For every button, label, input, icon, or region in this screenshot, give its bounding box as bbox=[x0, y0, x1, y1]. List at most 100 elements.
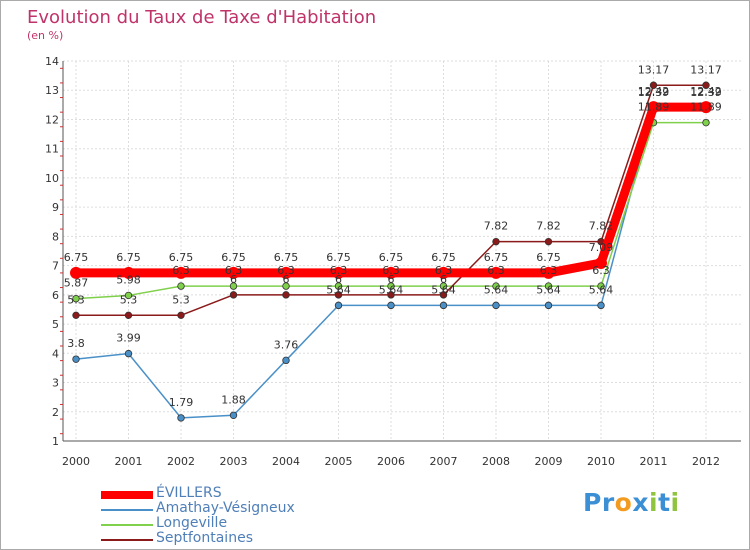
data-label: 5.87 bbox=[64, 277, 89, 290]
data-label: 6.75 bbox=[221, 251, 246, 264]
x-tick-label: 2005 bbox=[325, 455, 353, 468]
chart-title: Evolution du Taux de Taxe d'Habitation bbox=[27, 7, 377, 28]
data-label: 13.17 bbox=[638, 63, 670, 76]
data-label: 5.3 bbox=[67, 293, 85, 306]
data-label: 7.82 bbox=[589, 220, 614, 233]
data-point bbox=[490, 266, 502, 279]
data-label: 7.82 bbox=[484, 220, 509, 233]
data-point bbox=[334, 291, 343, 299]
data-point bbox=[72, 355, 80, 363]
data-point bbox=[282, 291, 290, 299]
data-label: 6.3 bbox=[330, 264, 348, 277]
data-label: 6.75 bbox=[64, 251, 89, 264]
data-label: 13.17 bbox=[690, 63, 722, 76]
data-point bbox=[177, 282, 185, 290]
y-tick-label: 10 bbox=[45, 172, 59, 185]
data-labels: 6.75 6.75 6.75 6.75 6.75 6.75 6.75 6.75 6.75 6.75… bbox=[64, 63, 722, 409]
data-label: 12.42 bbox=[690, 85, 722, 98]
logo-letter: r bbox=[601, 488, 615, 517]
data-point bbox=[175, 266, 187, 279]
data-label: 11.89 bbox=[690, 101, 722, 114]
legend-label: Septfontaines bbox=[156, 530, 253, 546]
x-tick-label: 2009 bbox=[535, 455, 563, 468]
legend-label: Amathay-Vésigneux bbox=[156, 500, 295, 516]
data-label: 3.8 bbox=[67, 337, 85, 350]
data-point bbox=[334, 282, 343, 290]
data-label: 12.42 bbox=[638, 85, 670, 98]
x-tick-label: 2000 bbox=[62, 455, 90, 468]
y-tick-label: 12 bbox=[45, 113, 59, 126]
data-point bbox=[229, 282, 238, 290]
data-point bbox=[702, 118, 710, 127]
data-label: 6.75 bbox=[484, 251, 509, 264]
y-tick-label: 7 bbox=[52, 260, 59, 273]
data-label: 12.39 bbox=[690, 86, 722, 99]
logo-letter: i bbox=[649, 488, 659, 517]
data-label: 5.3 bbox=[120, 293, 138, 306]
data-point bbox=[542, 266, 555, 279]
y-tick-label: 4 bbox=[52, 347, 59, 360]
data-label: 1.79 bbox=[169, 396, 194, 409]
legend-swatch bbox=[101, 539, 153, 541]
data-point bbox=[387, 301, 395, 310]
x-tick-label: 2010 bbox=[587, 455, 615, 468]
proxiti-logo: Proxiti bbox=[583, 488, 680, 517]
data-label: 6.75 bbox=[169, 251, 194, 264]
y-tick-label: 11 bbox=[45, 143, 59, 156]
data-label: 6.3 bbox=[540, 264, 558, 277]
data-point bbox=[647, 101, 660, 114]
x-tick-label: 2012 bbox=[692, 455, 720, 468]
chart-subtitle: (en %) bbox=[27, 29, 64, 42]
legend-swatch bbox=[101, 491, 153, 499]
legend-swatch bbox=[101, 524, 153, 526]
data-label: 6 bbox=[388, 273, 395, 286]
data-point bbox=[334, 301, 343, 310]
data-label: 12.39 bbox=[638, 86, 670, 99]
data-point bbox=[282, 282, 290, 290]
data-point bbox=[700, 101, 712, 114]
data-point bbox=[124, 349, 133, 358]
data-point bbox=[544, 301, 553, 310]
data-point bbox=[70, 266, 82, 279]
data-point bbox=[492, 282, 500, 290]
data-label: 3.99 bbox=[116, 332, 141, 345]
data-point bbox=[492, 237, 500, 246]
data-label: 6.75 bbox=[431, 251, 456, 264]
data-point bbox=[702, 81, 710, 89]
logo-letter: o bbox=[614, 488, 633, 517]
logo-letter: P bbox=[583, 488, 602, 517]
data-label: 6.3 bbox=[487, 264, 505, 277]
data-point bbox=[437, 266, 450, 279]
x-tick-label: 2003 bbox=[220, 455, 248, 468]
logo-letter: i bbox=[670, 488, 680, 517]
y-tick-label: 14 bbox=[45, 55, 59, 68]
data-point bbox=[387, 282, 395, 290]
data-label: 6.3 bbox=[225, 264, 243, 277]
y-tick-label: 2 bbox=[52, 406, 59, 419]
logo-letter: t bbox=[658, 488, 671, 517]
data-label: 6.3 bbox=[382, 264, 400, 277]
data-label: 5.64 bbox=[536, 283, 561, 296]
data-point bbox=[385, 266, 397, 279]
data-point bbox=[229, 291, 238, 299]
x-tick-label: 2007 bbox=[430, 455, 458, 468]
logo-letter: x bbox=[632, 488, 649, 517]
data-label: 5.64 bbox=[484, 283, 509, 296]
data-point bbox=[72, 294, 80, 303]
x-tick-label: 2001 bbox=[115, 455, 143, 468]
legend-label: ÉVILLERS bbox=[156, 485, 222, 501]
x-tick-label: 2008 bbox=[482, 455, 510, 468]
data-point bbox=[439, 291, 448, 299]
data-point bbox=[72, 311, 80, 320]
data-label: 6.3 bbox=[435, 264, 453, 277]
data-label: 7.09 bbox=[589, 241, 614, 254]
x-tick-label: 2011 bbox=[640, 455, 668, 468]
data-point bbox=[387, 291, 395, 299]
y-tick-label: 9 bbox=[52, 201, 59, 214]
legend-swatch bbox=[101, 509, 153, 511]
data-point bbox=[332, 266, 345, 279]
data-point bbox=[439, 301, 448, 310]
data-label: 6.3 bbox=[277, 264, 295, 277]
